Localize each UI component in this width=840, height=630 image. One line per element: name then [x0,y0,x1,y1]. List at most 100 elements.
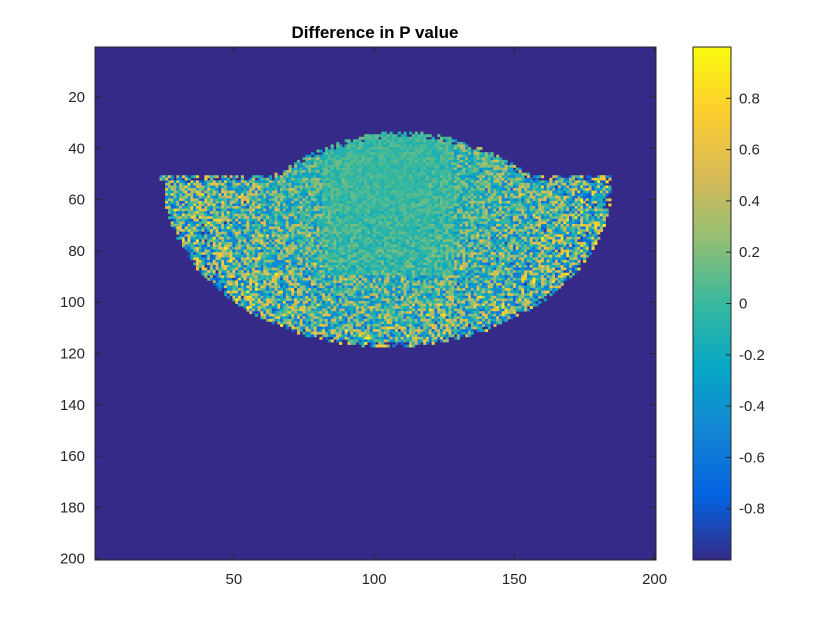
heatmap-cell [184,221,188,225]
heatmap-cell [381,288,385,292]
heatmap-cell [299,216,303,220]
heatmap-cell [319,193,323,197]
heatmap-cell [291,306,295,309]
heatmap-cell [353,275,357,279]
heatmap-cell [313,308,317,312]
heatmap-cell [226,254,230,258]
heatmap-cell [246,208,250,212]
heatmap-cell [313,154,317,158]
heatmap-cell [193,229,197,233]
heatmap-cell [294,244,298,248]
heatmap-cell [212,208,216,212]
heatmap-cell [397,190,402,194]
heatmap-cell [299,234,303,238]
heatmap-cell [226,193,230,197]
heatmap-cell [347,170,351,174]
heatmap-cell [260,231,264,235]
heatmap-cell [212,234,216,238]
heatmap-cell [397,131,402,135]
heatmap-cell [249,298,253,302]
heatmap-cell [378,318,382,322]
heatmap-cell [198,239,202,243]
heatmap-cell [316,280,320,284]
heatmap-cell [274,180,278,184]
heatmap-cell [240,180,245,184]
heatmap-cell [392,177,396,181]
heatmap-cell [282,259,287,263]
heatmap-cell [383,195,388,199]
heatmap-cell [249,226,253,230]
heatmap-cell [344,282,348,286]
heatmap-cell [319,208,323,212]
heatmap-cell [372,154,376,158]
heatmap-cell [400,152,404,156]
heatmap-cell [395,226,399,230]
heatmap-cell [319,198,323,202]
heatmap-cell [246,288,250,292]
heatmap-cell [336,213,340,217]
heatmap-cell [305,277,309,281]
heatmap-cell [210,208,214,212]
heatmap-cell [266,311,270,315]
heatmap-cell [302,252,306,256]
heatmap-cell [282,267,287,271]
heatmap-cell [218,249,222,253]
heatmap-cell [336,308,340,312]
heatmap-cell [187,203,191,207]
heatmap-cell [358,159,362,163]
heatmap-cell [308,282,312,286]
heatmap-cell [369,136,374,140]
heatmap-cell [369,236,374,240]
heatmap-cell [316,298,320,302]
heatmap-cell [229,211,233,215]
heatmap-cell [389,213,393,217]
heatmap-cell [322,180,326,184]
heatmap-cell [330,262,334,266]
heatmap-cell [397,249,402,253]
heatmap-cell [378,306,382,309]
heatmap-cell [344,144,348,148]
heatmap-cell [257,223,261,227]
heatmap-cell [389,147,393,150]
heatmap-cell [339,170,343,174]
heatmap-cell [316,257,320,261]
heatmap-cell [240,272,245,276]
heatmap-cell [190,249,194,253]
heatmap-cell [347,252,351,256]
heatmap-cell [173,193,177,197]
heatmap-cell [195,236,200,240]
heatmap-cell [266,216,270,220]
heatmap-cell [299,170,303,174]
heatmap-cell [305,249,309,253]
heatmap-cell [378,226,382,230]
heatmap-cell [221,177,225,181]
heatmap-cell [263,229,267,233]
heatmap-cell [341,221,345,225]
heatmap-cell [221,270,225,274]
heatmap-cell [350,239,354,243]
heatmap-cell [375,136,379,140]
heatmap-cell [355,195,360,199]
heatmap-cell [339,193,343,197]
heatmap-cell [232,185,236,189]
heatmap-cell [257,185,261,189]
heatmap-cell [369,218,374,222]
heatmap-cell [358,213,362,217]
heatmap-cell [392,265,396,268]
heatmap-cell [322,239,326,243]
heatmap-cell [207,203,211,207]
heatmap-cell [330,270,334,274]
heatmap-cell [291,300,295,304]
heatmap-cell [198,226,202,230]
heatmap-cell [330,167,334,171]
heatmap-cell [327,282,331,286]
heatmap-cell [400,221,404,225]
heatmap-cell [280,293,284,297]
heatmap-cell [364,182,368,186]
heatmap-cell [358,295,362,299]
heatmap-cell [364,300,368,304]
heatmap-cell [355,223,360,227]
heatmap-cell [364,334,368,338]
heatmap-cell [355,267,360,271]
heatmap-cell [325,282,329,286]
